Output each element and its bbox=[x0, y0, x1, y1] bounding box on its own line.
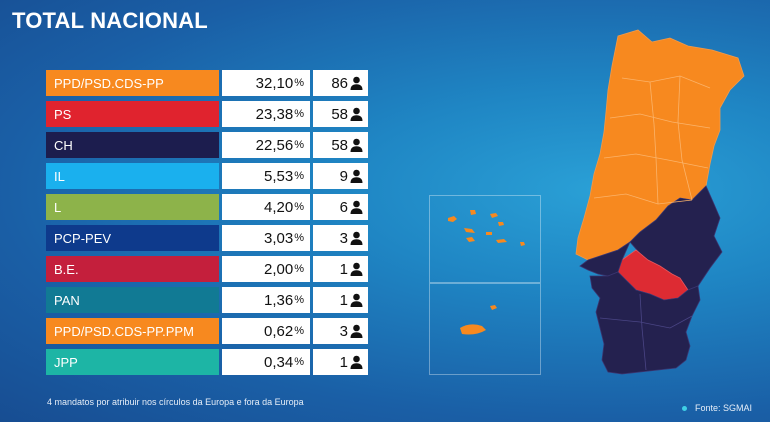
percent-cell: 2,00% bbox=[222, 256, 310, 282]
person-icon bbox=[350, 76, 363, 90]
seats-cell: 6 bbox=[313, 194, 368, 220]
district-borders bbox=[593, 75, 711, 205]
seats-value: 6 bbox=[339, 198, 348, 216]
percent-value: 3,03 bbox=[264, 229, 294, 247]
party-name: PS bbox=[46, 101, 219, 127]
percent-symbol: % bbox=[294, 139, 304, 151]
percent-cell: 3,03% bbox=[222, 225, 310, 251]
person-icon bbox=[350, 231, 363, 245]
percent-symbol: % bbox=[294, 201, 304, 213]
percent-value: 5,53 bbox=[264, 167, 294, 185]
percent-cell: 32,10% bbox=[222, 70, 310, 96]
source-label: Fonte: SGMAI bbox=[682, 403, 752, 413]
page-title: TOTAL NACIONAL bbox=[12, 8, 208, 33]
result-row: CH 22,56% 58 bbox=[46, 132, 368, 158]
party-name: B.E. bbox=[46, 256, 219, 282]
percent-value: 4,20 bbox=[264, 198, 294, 216]
seats-cell: 1 bbox=[313, 287, 368, 313]
party-name: PCP-PEV bbox=[46, 225, 219, 251]
seats-cell: 3 bbox=[313, 318, 368, 344]
party-name: L bbox=[46, 194, 219, 220]
result-row: JPP 0,34% 1 bbox=[46, 349, 368, 375]
party-name: PPD/PSD.CDS-PP bbox=[46, 70, 219, 96]
percent-value: 1,36 bbox=[264, 291, 294, 309]
seats-value: 58 bbox=[331, 105, 348, 123]
person-icon bbox=[350, 138, 363, 152]
person-icon bbox=[350, 169, 363, 183]
person-icon bbox=[350, 324, 363, 338]
result-row: PAN 1,36% 1 bbox=[46, 287, 368, 313]
person-icon bbox=[350, 293, 363, 307]
percent-cell: 0,34% bbox=[222, 349, 310, 375]
madeira-inset bbox=[429, 283, 541, 375]
seats-cell: 58 bbox=[313, 132, 368, 158]
bullet-dot-icon bbox=[682, 405, 687, 411]
percent-value: 0,62 bbox=[264, 322, 294, 340]
percent-symbol: % bbox=[294, 294, 304, 306]
person-icon bbox=[350, 355, 363, 369]
party-name: JPP bbox=[46, 349, 219, 375]
percent-cell: 5,53% bbox=[222, 163, 310, 189]
results-table: PPD/PSD.CDS-PP 32,10% 86 PS 23,38% 58 CH… bbox=[46, 70, 368, 380]
percent-cell: 4,20% bbox=[222, 194, 310, 220]
party-name: PAN bbox=[46, 287, 219, 313]
percent-cell: 23,38% bbox=[222, 101, 310, 127]
seats-cell: 86 bbox=[313, 70, 368, 96]
result-row: PPD/PSD.CDS-PP 32,10% 86 bbox=[46, 70, 368, 96]
percent-value: 0,34 bbox=[264, 353, 294, 371]
percent-value: 2,00 bbox=[264, 260, 294, 278]
seats-cell: 1 bbox=[313, 349, 368, 375]
seats-cell: 1 bbox=[313, 256, 368, 282]
result-row: L 4,20% 6 bbox=[46, 194, 368, 220]
party-name: PPD/PSD.CDS-PP.PPM bbox=[46, 318, 219, 344]
seats-value: 1 bbox=[339, 353, 348, 371]
percent-value: 22,56 bbox=[255, 136, 294, 154]
result-row: IL 5,53% 9 bbox=[46, 163, 368, 189]
person-icon bbox=[350, 200, 363, 214]
seats-value: 3 bbox=[339, 322, 348, 340]
percent-symbol: % bbox=[294, 170, 304, 182]
percent-symbol: % bbox=[294, 263, 304, 275]
percent-cell: 22,56% bbox=[222, 132, 310, 158]
person-icon bbox=[350, 107, 363, 121]
person-icon bbox=[350, 262, 363, 276]
azores-islands-map bbox=[448, 210, 525, 246]
seats-value: 1 bbox=[339, 260, 348, 278]
seats-value: 9 bbox=[339, 167, 348, 185]
percent-symbol: % bbox=[294, 356, 304, 368]
seats-cell: 9 bbox=[313, 163, 368, 189]
source-text: Fonte: SGMAI bbox=[695, 403, 753, 413]
seats-value: 86 bbox=[331, 74, 348, 92]
percent-cell: 1,36% bbox=[222, 287, 310, 313]
percent-symbol: % bbox=[294, 77, 304, 89]
result-row: B.E. 2,00% 1 bbox=[46, 256, 368, 282]
seats-value: 1 bbox=[339, 291, 348, 309]
seats-value: 58 bbox=[331, 136, 348, 154]
percent-cell: 0,62% bbox=[222, 318, 310, 344]
seats-cell: 58 bbox=[313, 101, 368, 127]
portugal-map bbox=[575, 29, 745, 375]
south-borders bbox=[599, 293, 693, 371]
party-name: IL bbox=[46, 163, 219, 189]
result-row: PPD/PSD.CDS-PP.PPM 0,62% 3 bbox=[46, 318, 368, 344]
footnote: 4 mandatos por atribuir nos círculos da … bbox=[47, 397, 304, 407]
seats-cell: 3 bbox=[313, 225, 368, 251]
result-row: PS 23,38% 58 bbox=[46, 101, 368, 127]
result-row: PCP-PEV 3,03% 3 bbox=[46, 225, 368, 251]
percent-symbol: % bbox=[294, 108, 304, 120]
madeira-islands-map bbox=[460, 305, 497, 335]
party-name: CH bbox=[46, 132, 219, 158]
seats-value: 3 bbox=[339, 229, 348, 247]
percent-value: 32,10 bbox=[255, 74, 294, 92]
percent-symbol: % bbox=[294, 232, 304, 244]
azores-inset bbox=[429, 195, 541, 283]
percent-value: 23,38 bbox=[255, 105, 294, 123]
percent-symbol: % bbox=[294, 325, 304, 337]
